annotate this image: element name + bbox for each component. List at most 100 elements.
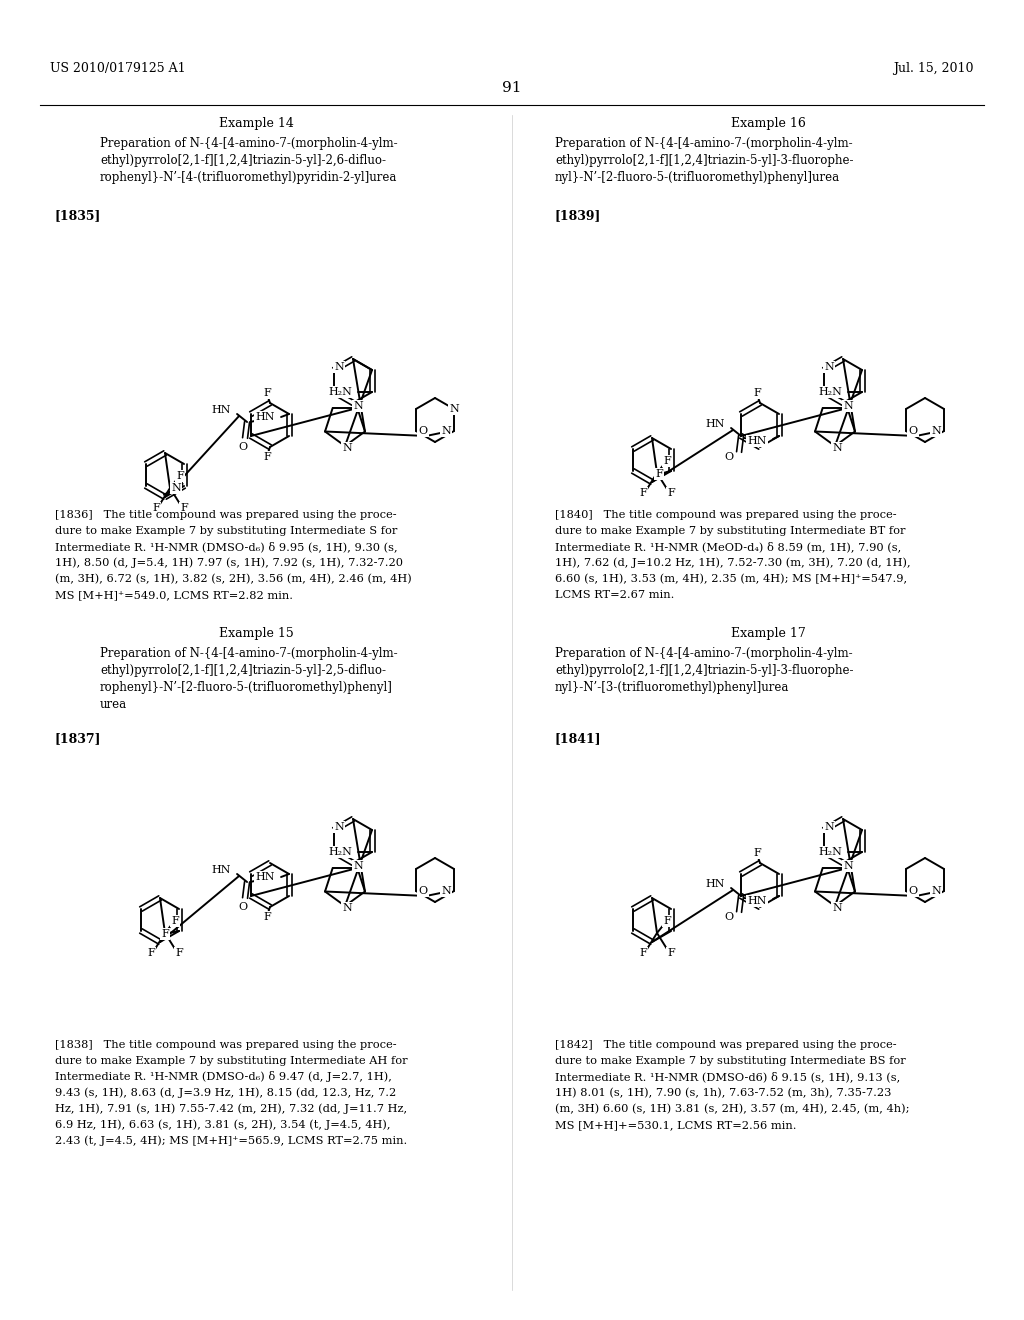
Text: ethyl)pyrrolo[2,1-f][1,2,4]triazin-5-yl]-2,5-difluo-: ethyl)pyrrolo[2,1-f][1,2,4]triazin-5-yl]… xyxy=(100,664,386,677)
Text: N: N xyxy=(171,483,181,492)
Text: Jul. 15, 2010: Jul. 15, 2010 xyxy=(894,62,974,75)
Text: (m, 3H), 6.72 (s, 1H), 3.82 (s, 2H), 3.56 (m, 4H), 2.46 (m, 4H): (m, 3H), 6.72 (s, 1H), 3.82 (s, 2H), 3.5… xyxy=(55,574,412,583)
Text: HN: HN xyxy=(748,896,767,906)
Text: F: F xyxy=(664,455,671,466)
Text: US 2010/0179125 A1: US 2010/0179125 A1 xyxy=(50,62,185,75)
Text: dure to make Example 7 by substituting Intermediate AH for: dure to make Example 7 by substituting I… xyxy=(55,1056,408,1067)
Text: 9.43 (s, 1H), 8.63 (d, J=3.9 Hz, 1H), 8.15 (dd, 12.3, Hz, 7.2: 9.43 (s, 1H), 8.63 (d, J=3.9 Hz, 1H), 8.… xyxy=(55,1088,396,1098)
Text: dure to make Example 7 by substituting Intermediate S for: dure to make Example 7 by substituting I… xyxy=(55,525,397,536)
Text: [1837]: [1837] xyxy=(55,733,101,744)
Text: LCMS RT=2.67 min.: LCMS RT=2.67 min. xyxy=(555,590,675,601)
Text: HN: HN xyxy=(212,405,231,414)
Text: F: F xyxy=(176,471,184,480)
Text: [1839]: [1839] xyxy=(555,209,601,222)
Text: dure to make Example 7 by substituting Intermediate BT for: dure to make Example 7 by substituting I… xyxy=(555,525,905,536)
Text: HN: HN xyxy=(706,418,725,429)
Text: Hz, 1H), 7.91 (s, 1H) 7.55-7.42 (m, 2H), 7.32 (dd, J=11.7 Hz,: Hz, 1H), 7.91 (s, 1H) 7.55-7.42 (m, 2H),… xyxy=(55,1104,408,1114)
Text: HN: HN xyxy=(748,436,767,446)
Text: HN: HN xyxy=(212,865,231,875)
Text: N: N xyxy=(441,426,451,436)
Text: [1835]: [1835] xyxy=(55,209,101,222)
Text: Example 15: Example 15 xyxy=(219,627,293,640)
Text: F: F xyxy=(667,488,675,498)
Text: F: F xyxy=(161,929,169,939)
Text: O: O xyxy=(725,912,733,921)
Text: F: F xyxy=(171,916,179,927)
Text: O: O xyxy=(239,902,248,912)
Text: Preparation of N-{4-[4-amino-7-(morpholin-4-ylm-: Preparation of N-{4-[4-amino-7-(morpholi… xyxy=(555,137,853,150)
Text: N: N xyxy=(336,387,346,397)
Text: [1836]   The title compound was prepared using the proce-: [1836] The title compound was prepared u… xyxy=(55,510,396,520)
Text: F: F xyxy=(180,503,187,513)
Text: MS [M+H]+=530.1, LCMS RT=2.56 min.: MS [M+H]+=530.1, LCMS RT=2.56 min. xyxy=(555,1119,797,1130)
Text: ethyl)pyrrolo[2,1-f][1,2,4]triazin-5-yl]-3-fluorophe-: ethyl)pyrrolo[2,1-f][1,2,4]triazin-5-yl]… xyxy=(555,664,853,677)
Text: Example 16: Example 16 xyxy=(730,117,806,129)
Text: F: F xyxy=(147,948,155,958)
Text: O: O xyxy=(239,442,248,451)
Text: H₂N: H₂N xyxy=(818,847,842,857)
Text: H₂N: H₂N xyxy=(328,387,352,397)
Text: F: F xyxy=(639,948,647,958)
Text: dure to make Example 7 by substituting Intermediate BS for: dure to make Example 7 by substituting I… xyxy=(555,1056,906,1067)
Text: N: N xyxy=(334,362,344,372)
Text: urea: urea xyxy=(100,698,127,711)
Text: N: N xyxy=(334,822,344,832)
Text: O: O xyxy=(725,451,733,462)
Text: F: F xyxy=(263,451,271,462)
Text: HN: HN xyxy=(256,412,275,422)
Text: N: N xyxy=(336,847,346,857)
Text: [1840]   The title compound was prepared using the proce-: [1840] The title compound was prepared u… xyxy=(555,510,897,520)
Text: [1841]: [1841] xyxy=(555,733,602,744)
Text: Intermediate R. ¹H-NMR (DMSO-d6) δ 9.15 (s, 1H), 9.13 (s,: Intermediate R. ¹H-NMR (DMSO-d6) δ 9.15 … xyxy=(555,1072,900,1082)
Text: [1838]   The title compound was prepared using the proce-: [1838] The title compound was prepared u… xyxy=(55,1040,396,1049)
Text: HN: HN xyxy=(256,873,275,882)
Text: Intermediate R. ¹H-NMR (DMSO-d₆) δ 9.95 (s, 1H), 9.30 (s,: Intermediate R. ¹H-NMR (DMSO-d₆) δ 9.95 … xyxy=(55,541,397,552)
Text: H₂N: H₂N xyxy=(818,387,842,397)
Text: O: O xyxy=(908,426,918,436)
Text: Intermediate R. ¹H-NMR (DMSO-d₆) δ 9.47 (d, J=2.7, 1H),: Intermediate R. ¹H-NMR (DMSO-d₆) δ 9.47 … xyxy=(55,1071,392,1082)
Text: ethyl)pyrrolo[2,1-f][1,2,4]triazin-5-yl]-3-fluorophe-: ethyl)pyrrolo[2,1-f][1,2,4]triazin-5-yl]… xyxy=(555,154,853,168)
Text: [1842]   The title compound was prepared using the proce-: [1842] The title compound was prepared u… xyxy=(555,1040,897,1049)
Text: Intermediate R. ¹H-NMR (MeOD-d₄) δ 8.59 (m, 1H), 7.90 (s,: Intermediate R. ¹H-NMR (MeOD-d₄) δ 8.59 … xyxy=(555,541,901,552)
Text: N: N xyxy=(353,861,362,871)
Text: N: N xyxy=(833,903,842,913)
Text: F: F xyxy=(153,503,160,513)
Text: F: F xyxy=(263,388,271,399)
Text: F: F xyxy=(655,469,663,479)
Text: 1H) 8.01 (s, 1H), 7.90 (s, 1h), 7.63-7.52 (m, 3h), 7.35-7.23: 1H) 8.01 (s, 1H), 7.90 (s, 1h), 7.63-7.5… xyxy=(555,1088,891,1098)
Text: N: N xyxy=(833,444,842,453)
Text: F: F xyxy=(667,948,675,958)
Text: N: N xyxy=(843,401,853,411)
Text: 6.9 Hz, 1H), 6.63 (s, 1H), 3.81 (s, 2H), 3.54 (t, J=4.5, 4H),: 6.9 Hz, 1H), 6.63 (s, 1H), 3.81 (s, 2H),… xyxy=(55,1119,390,1130)
Text: F: F xyxy=(263,912,271,921)
Text: nyl}-N’-[3-(trifluoromethyl)phenyl]urea: nyl}-N’-[3-(trifluoromethyl)phenyl]urea xyxy=(555,681,790,694)
Text: F: F xyxy=(753,388,761,399)
Text: nyl}-N’-[2-fluoro-5-(trifluoromethyl)phenyl]urea: nyl}-N’-[2-fluoro-5-(trifluoromethyl)phe… xyxy=(555,172,840,183)
Text: N: N xyxy=(441,886,451,896)
Text: F: F xyxy=(639,488,647,498)
Text: N: N xyxy=(843,861,853,871)
Text: N: N xyxy=(342,444,352,453)
Text: 1H), 8.50 (d, J=5.4, 1H) 7.97 (s, 1H), 7.92 (s, 1H), 7.32-7.20: 1H), 8.50 (d, J=5.4, 1H) 7.97 (s, 1H), 7… xyxy=(55,557,403,568)
Text: ethyl)pyrrolo[2,1-f][1,2,4]triazin-5-yl]-2,6-difluo-: ethyl)pyrrolo[2,1-f][1,2,4]triazin-5-yl]… xyxy=(100,154,386,168)
Text: N: N xyxy=(824,362,834,372)
Text: F: F xyxy=(175,948,183,958)
Text: O: O xyxy=(419,426,427,436)
Text: Preparation of N-{4-[4-amino-7-(morpholin-4-ylm-: Preparation of N-{4-[4-amino-7-(morpholi… xyxy=(100,137,397,150)
Text: O: O xyxy=(908,886,918,896)
Text: Example 17: Example 17 xyxy=(731,627,805,640)
Text: N: N xyxy=(353,401,362,411)
Text: rophenyl}-N’-[2-fluoro-5-(trifluoromethyl)phenyl]: rophenyl}-N’-[2-fluoro-5-(trifluoromethy… xyxy=(100,681,393,694)
Text: N: N xyxy=(826,847,836,857)
Text: 91: 91 xyxy=(502,81,522,95)
Text: MS [M+H]⁺=549.0, LCMS RT=2.82 min.: MS [M+H]⁺=549.0, LCMS RT=2.82 min. xyxy=(55,590,293,601)
Text: N: N xyxy=(450,404,459,414)
Text: N: N xyxy=(931,426,941,436)
Text: rophenyl}-N’-[4-(trifluoromethyl)pyridin-2-yl]urea: rophenyl}-N’-[4-(trifluoromethyl)pyridin… xyxy=(100,172,397,183)
Text: 6.60 (s, 1H), 3.53 (m, 4H), 2.35 (m, 4H); MS [M+H]⁺=547.9,: 6.60 (s, 1H), 3.53 (m, 4H), 2.35 (m, 4H)… xyxy=(555,574,907,583)
Text: O: O xyxy=(419,886,427,896)
Text: 2.43 (t, J=4.5, 4H); MS [M+H]⁺=565.9, LCMS RT=2.75 min.: 2.43 (t, J=4.5, 4H); MS [M+H]⁺=565.9, LC… xyxy=(55,1135,408,1146)
Text: (m, 3H) 6.60 (s, 1H) 3.81 (s, 2H), 3.57 (m, 4H), 2.45, (m, 4h);: (m, 3H) 6.60 (s, 1H) 3.81 (s, 2H), 3.57 … xyxy=(555,1104,909,1114)
Text: HN: HN xyxy=(706,879,725,888)
Text: F: F xyxy=(664,916,671,927)
